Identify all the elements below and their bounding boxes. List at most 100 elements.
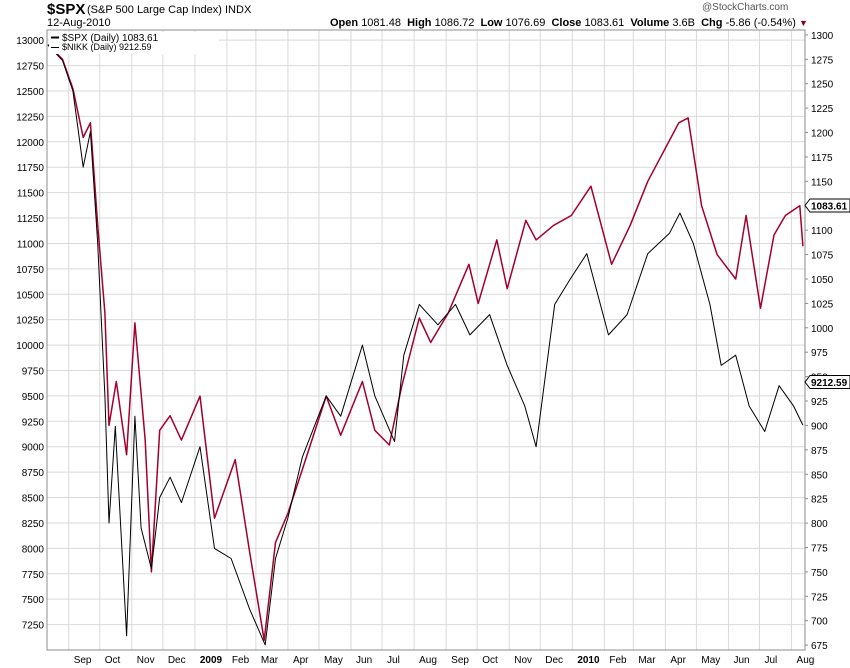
x-tick-label: Oct xyxy=(482,655,498,666)
right-tick-label: 875 xyxy=(811,446,828,457)
x-tick-label: Sep xyxy=(451,655,469,666)
last-value-spx: 1083.61 xyxy=(811,202,848,213)
left-tick-label: 11750 xyxy=(17,163,45,174)
right-tick-label: 1200 xyxy=(811,129,834,140)
left-tick-label: 10250 xyxy=(16,316,44,327)
down-arrow-icon: ▼ xyxy=(798,18,808,28)
x-tick-label: Aug xyxy=(419,655,437,666)
x-tick-label: Jul xyxy=(764,655,777,666)
x-tick-label: Nov xyxy=(514,655,532,666)
left-tick-label: 9250 xyxy=(22,417,45,428)
right-tick-label: 1175 xyxy=(811,153,833,164)
x-tick-label: Nov xyxy=(137,655,155,666)
legend-label-spx: $SPX (Daily) 1083.61 xyxy=(62,33,159,44)
right-tick-label: 1000 xyxy=(811,324,834,335)
x-tick-label: Apr xyxy=(670,655,686,666)
right-tick-label: 775 xyxy=(811,543,828,554)
right-tick-label: 750 xyxy=(811,568,828,579)
left-tick-label: 7500 xyxy=(22,595,45,606)
right-tick-label: 675 xyxy=(811,641,828,652)
open-value: 1081.48 xyxy=(361,17,401,29)
open-label: Open xyxy=(330,17,359,29)
x-tick-label: Aug xyxy=(797,655,815,666)
left-tick-label: 8750 xyxy=(22,468,45,479)
left-tick-label: 12500 xyxy=(16,87,44,98)
x-tick-label: Jul xyxy=(387,655,400,666)
grid-lines xyxy=(47,30,805,650)
legend-label-nikk: $NIKK (Daily) 9212.59 xyxy=(62,42,152,52)
volume-label: Volume xyxy=(630,17,670,29)
left-tick-label: 7250 xyxy=(22,621,45,632)
close-value: 1083.61 xyxy=(584,17,625,29)
left-axis: 7250 7500 7750 8000 8250 8500 8750 9000 9250 9500… xyxy=(16,36,44,631)
left-tick-label: 11500 xyxy=(17,189,45,200)
left-tick-label: 10000 xyxy=(16,341,44,352)
x-tick-label: May xyxy=(701,655,720,666)
brand-watermark[interactable]: @StockCharts.com xyxy=(702,2,789,13)
legend: $SPX (Daily) 1083.61 $NIKK (Daily) 9212.… xyxy=(49,32,219,54)
right-tick-label: 700 xyxy=(811,617,828,628)
right-tick-label: 1225 xyxy=(811,104,834,115)
right-axis: 6757007257507758008258508759009259509751… xyxy=(805,31,834,652)
left-tick-label: 12000 xyxy=(16,138,44,149)
series-line-spx xyxy=(47,44,804,641)
x-tick-label: Feb xyxy=(232,655,250,666)
left-tick-label: 8000 xyxy=(22,544,45,555)
x-tick-label: Feb xyxy=(609,655,627,666)
last-value-nikk: 9212.59 xyxy=(811,378,848,389)
volume-value: 3.6B xyxy=(672,17,695,29)
right-tick-label: 850 xyxy=(811,470,828,481)
x-tick-label: Dec xyxy=(545,655,563,666)
close-label: Close xyxy=(551,17,582,29)
left-tick-label: 7750 xyxy=(22,570,45,581)
right-tick-label: 800 xyxy=(811,519,828,530)
chart-date: 12-Aug-2010 xyxy=(47,17,111,29)
right-tick-label: 1075 xyxy=(811,251,834,262)
chart-header: $SPX (S&P 500 Large Cap Index) INDX 12-A… xyxy=(0,0,850,36)
x-tick-label: Oct xyxy=(105,655,121,666)
right-tick-label: 1050 xyxy=(811,275,834,286)
right-tick-label: 900 xyxy=(811,421,828,432)
right-tick-label: 975 xyxy=(811,348,828,359)
left-tick-label: 10500 xyxy=(16,290,44,301)
right-tick-label: 1100 xyxy=(811,226,833,237)
chg-label: Chg xyxy=(701,17,723,29)
x-tick-label: Mar xyxy=(261,655,279,666)
x-tick-label: Sep xyxy=(74,655,92,666)
last-value-nikk-tag: 9212.59 xyxy=(804,375,850,389)
right-tick-label: 1300 xyxy=(811,31,834,42)
right-tick-label: 1025 xyxy=(811,299,834,310)
right-tick-label: 1250 xyxy=(811,80,834,91)
x-tick-label: 2010 xyxy=(577,655,600,666)
x-tick-label: Dec xyxy=(168,655,186,666)
plot-background xyxy=(47,30,805,650)
symbol-title: $SPX xyxy=(47,1,86,18)
x-axis: Sep Oct Nov Dec 2009 Feb Mar Apr May Jun Jul Aug Sep… xyxy=(74,655,815,666)
right-tick-label: 1275 xyxy=(811,55,834,66)
left-tick-label: 8250 xyxy=(22,519,45,530)
high-label: High xyxy=(407,17,432,29)
left-tick-label: 9750 xyxy=(22,366,45,377)
symbol-description: (S&P 500 Large Cap Index) INDX xyxy=(87,4,252,16)
left-tick-label: 12250 xyxy=(16,112,44,123)
left-tick-label: 10750 xyxy=(16,265,44,276)
left-tick-label: 9000 xyxy=(22,443,45,454)
high-value: 1086.72 xyxy=(434,17,475,29)
left-tick-label: 8500 xyxy=(22,494,45,505)
low-value: 1076.69 xyxy=(505,17,546,29)
quote-summary: Open 1081.48 High 1086.72 Low 1076.69 Cl… xyxy=(330,17,808,29)
x-tick-label: May xyxy=(324,655,343,666)
left-tick-label: 11250 xyxy=(17,214,45,225)
left-tick-label: 11000 xyxy=(17,239,45,250)
right-tick-label: 925 xyxy=(811,397,828,408)
x-tick-label: Jun xyxy=(356,655,372,666)
right-tick-label: 1150 xyxy=(811,177,833,188)
left-tick-label: 13000 xyxy=(16,36,44,47)
chg-value: -5.86 (-0.54%) xyxy=(725,17,796,29)
x-tick-label: Mar xyxy=(638,655,656,666)
left-tick-label: 9500 xyxy=(22,392,45,403)
series-line-nikk xyxy=(47,44,804,646)
left-tick-label: 12750 xyxy=(16,62,44,73)
x-tick-label: Apr xyxy=(293,655,309,666)
